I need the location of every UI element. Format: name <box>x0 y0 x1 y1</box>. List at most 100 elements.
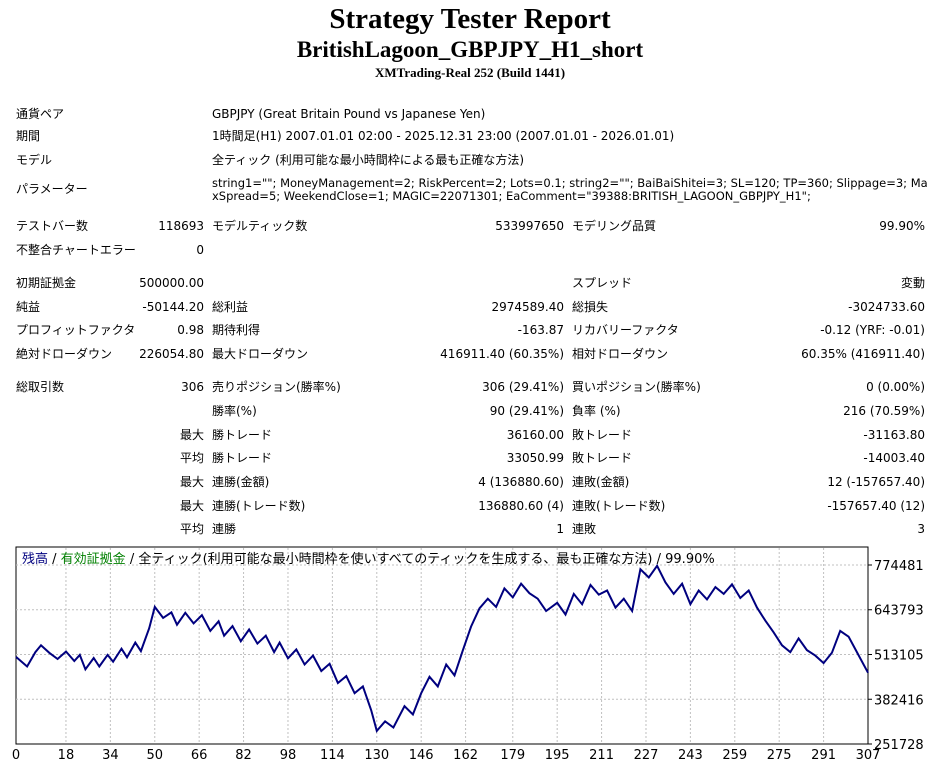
x-tick-label: 227 <box>634 748 659 762</box>
consec-losses-amt-label: 連敗(金額) <box>572 475 630 489</box>
avg-word-2: 平均 <box>179 522 204 536</box>
avg-loss-label: 敗トレード <box>572 451 633 465</box>
ticks-value: 533997650 <box>495 219 564 233</box>
pair-label: 通貨ペア <box>16 107 65 121</box>
chart-frame <box>15 546 869 745</box>
max-word-2: 最大 <box>179 475 204 489</box>
avg-consec-losses-value: 3 <box>917 522 925 536</box>
x-tick-label: 0 <box>12 748 20 762</box>
expected-label: 期待利得 <box>212 323 261 337</box>
gross-profit-value: 2974589.40 <box>491 300 564 314</box>
x-axis: 0 18 34 50 66 82 98 114 130 146 162 179 195 211 227 243… <box>12 748 881 762</box>
long-value: 0 (0.00%) <box>866 380 925 394</box>
y-tick-label: 513105 <box>874 648 924 663</box>
consec-wins-amt-label: 連勝(金額) <box>212 475 270 489</box>
legend-equity: 有効証拠金 <box>61 551 126 567</box>
y-tick-label: 643793 <box>874 604 924 619</box>
x-tick-label: 130 <box>364 748 389 762</box>
y-tick-label: 382416 <box>874 693 924 708</box>
x-tick-label: 243 <box>678 748 703 762</box>
max-dd-label: 最大ドローダウン <box>212 347 309 361</box>
x-tick-label: 82 <box>235 748 252 762</box>
legend-sep-2: / <box>126 552 139 567</box>
abs-dd-value: 226054.80 <box>139 347 204 361</box>
x-tick-label: 162 <box>453 748 478 762</box>
bars-value: 118693 <box>158 219 204 233</box>
expected-value: -163.87 <box>517 323 564 337</box>
quality-value: 99.90% <box>879 219 925 233</box>
max-win-value: 36160.00 <box>506 428 564 442</box>
avg-loss-value: -14003.40 <box>863 451 925 465</box>
pf-value: 0.98 <box>177 323 204 337</box>
report-subtitle: BritishLagoon_GBPJPY_H1_short <box>296 37 644 62</box>
lossrate-label: 負率 (%) <box>572 404 621 418</box>
trades-label: 総取引数 <box>16 380 65 394</box>
report-server: XMTrading-Real 252 (Build 1441) <box>374 65 566 80</box>
short-label: 売りポジション(勝率%) <box>212 380 341 394</box>
x-tick-label: 179 <box>500 748 525 762</box>
quality-label: モデリング品質 <box>572 219 657 233</box>
consec-losses-amt-value: 12 (-157657.40) <box>827 475 925 489</box>
deposit-label: 初期証拠金 <box>16 276 77 290</box>
x-tick-label: 275 <box>767 748 792 762</box>
x-tick-label: 195 <box>545 748 570 762</box>
x-tick-label: 146 <box>409 748 434 762</box>
x-tick-label: 211 <box>589 748 614 762</box>
chart-legend: 残高 / 有効証拠金 / 全ティック(利用可能な最小時間枠を使いすべてのティック… <box>22 551 715 567</box>
avg-win-value: 33050.99 <box>506 451 564 465</box>
legend-balance: 残高 <box>22 551 48 567</box>
consec-wins-cnt-value: 136880.60 (4) <box>478 499 564 513</box>
pf-label: プロフィットファクタ <box>16 323 136 337</box>
model-value: 全ティック (利用可能な最小時間枠による最も正確な方法) <box>212 153 525 167</box>
x-tick-label: 98 <box>280 748 297 762</box>
x-tick-label: 34 <box>102 748 119 762</box>
params-label: パラメーター <box>16 182 88 196</box>
recovery-label: リカバリーファクタ <box>572 323 679 337</box>
y-axis: 774481 643793 513105 382416 251728 <box>868 559 924 753</box>
consec-losses-cnt-label: 連敗(トレード数) <box>572 499 666 513</box>
model-label: モデル <box>16 153 53 167</box>
rel-dd-value: 60.35% (416911.40) <box>801 347 925 361</box>
abs-dd-label: 絶対ドローダウン <box>16 347 113 361</box>
net-value: -50144.20 <box>142 300 204 314</box>
max-win-label: 勝トレード <box>212 428 273 442</box>
max-dd-value: 416911.40 (60.35%) <box>440 347 564 361</box>
pair-value: GBPJPY (Great Britain Pound vs Japanese … <box>212 107 486 121</box>
y-tick-label: 774481 <box>874 559 924 574</box>
report-title: Strategy Tester Report <box>329 3 611 35</box>
mismatch-label: 不整合チャートエラー <box>16 243 136 257</box>
gross-loss-value: -3024733.60 <box>848 300 925 314</box>
legend-sep-1: / <box>48 552 61 567</box>
mismatch-value: 0 <box>196 243 204 257</box>
consec-wins-cnt-label: 連勝(トレード数) <box>212 499 306 513</box>
balance-series-line <box>15 563 869 733</box>
winrate-value: 90 (29.41%) <box>489 404 564 418</box>
max-loss-value: -31163.80 <box>863 428 925 442</box>
avg-win-label: 勝トレード <box>212 451 273 465</box>
net-label: 純益 <box>16 300 41 314</box>
avg-word: 平均 <box>179 451 204 465</box>
max-word-3: 最大 <box>179 499 204 513</box>
period-value: 1時間足(H1) 2007.01.01 02:00 - 2025.12.31 2… <box>212 129 675 143</box>
rel-dd-label: 相対ドローダウン <box>572 347 669 361</box>
winrate-label: 勝率(%) <box>212 404 257 418</box>
max-word: 最大 <box>179 428 204 442</box>
y-tick-label: 251728 <box>874 738 924 753</box>
deposit-value: 500000.00 <box>139 276 204 290</box>
x-tick-label: 291 <box>811 748 836 762</box>
x-tick-label: 18 <box>58 748 75 762</box>
spread-value: 変動 <box>900 276 925 290</box>
avg-consec-losses-label: 連敗 <box>572 522 597 536</box>
short-value: 306 (29.41%) <box>482 380 564 394</box>
long-label: 買いポジション(勝率%) <box>572 380 701 394</box>
bars-label: テストバー数 <box>16 219 89 233</box>
avg-consec-wins-value: 1 <box>556 522 564 536</box>
spread-label: スプレッド <box>572 276 633 290</box>
consec-losses-cnt-value: -157657.40 (12) <box>827 499 925 513</box>
legend-rest: 全ティック(利用可能な最小時間枠を使いすべてのティックを生成する、最も正確な方法… <box>138 551 714 567</box>
trades-value: 306 <box>181 380 204 394</box>
x-tick-label: 259 <box>722 748 747 762</box>
avg-consec-wins-label: 連勝 <box>212 522 237 536</box>
ticks-label: モデルティック数 <box>212 219 308 233</box>
